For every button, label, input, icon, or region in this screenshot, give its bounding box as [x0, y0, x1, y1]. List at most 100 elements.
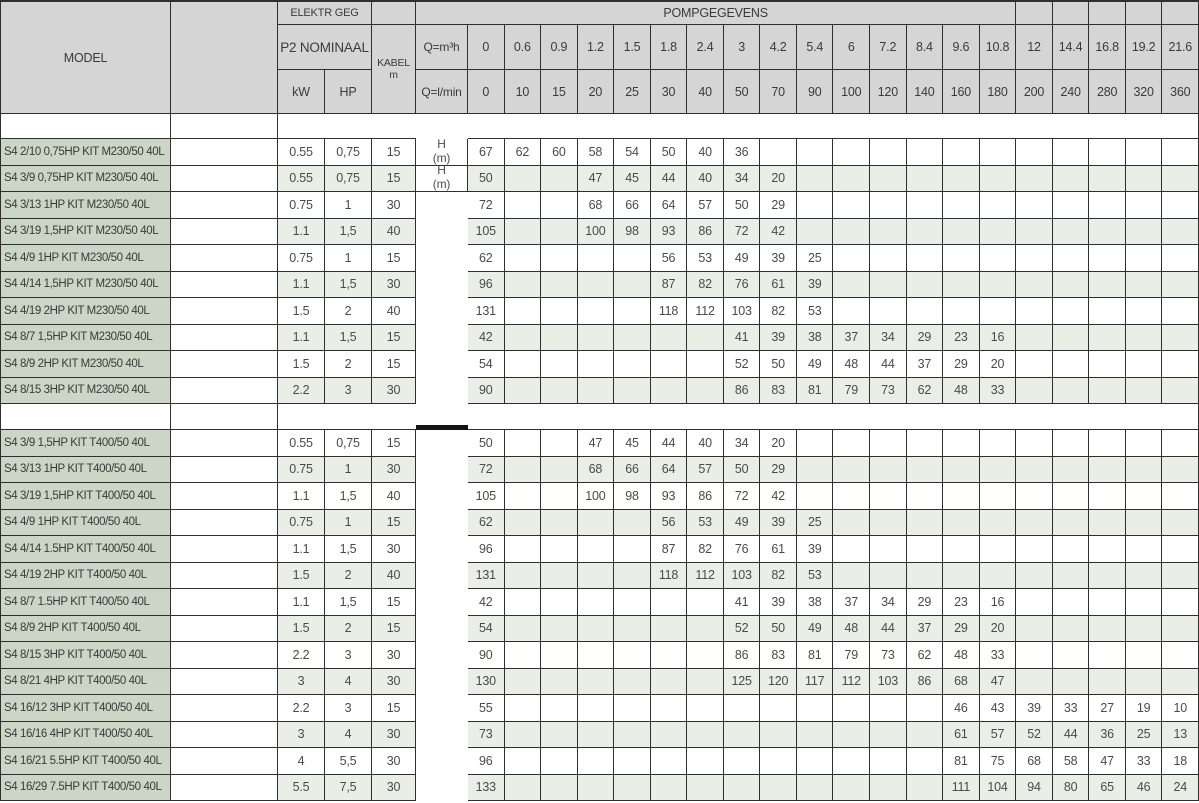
h-value-cell: [796, 721, 834, 748]
hp-value-cell: 1: [325, 192, 372, 219]
hp-value-cell: 3: [325, 695, 372, 722]
h-value-cell: [906, 298, 944, 325]
h-value-cell: 44: [870, 351, 907, 378]
h-value-cell: [577, 589, 615, 616]
h-value-cell: [504, 695, 542, 722]
h-value-cell: [1125, 245, 1163, 272]
h-value-cell: 103: [723, 298, 761, 325]
h-value-cell: [614, 668, 651, 695]
h-value-cell: 16: [979, 324, 1017, 351]
h-value-cell: 52: [1016, 721, 1053, 748]
h-value-cell: 79: [833, 642, 871, 669]
h-value-cell: [1162, 456, 1199, 483]
h-value-cell: [1125, 377, 1163, 404]
h-value-cell: [979, 536, 1017, 563]
q-lmin-value-cell: 180: [979, 70, 1017, 114]
h-value-cell: 39: [796, 271, 834, 298]
h-value-cell: [979, 456, 1017, 483]
h-value-cell: 29: [760, 192, 797, 219]
q-m3h-value-cell: 9.6: [943, 25, 980, 70]
h-value-cell: [577, 245, 615, 272]
gap-row-cell: [1, 114, 171, 139]
h-value-cell: [1016, 165, 1053, 192]
h-value-cell: 20: [979, 615, 1017, 642]
h-value-cell: [650, 668, 688, 695]
h-value-cell: 44: [650, 430, 688, 457]
h-value-cell: [1162, 271, 1199, 298]
h-value-cell: 47: [1089, 748, 1126, 775]
h-value-cell: [723, 748, 761, 775]
h-value-cell: 103: [870, 668, 907, 695]
q-m3h-value-cell: 0: [468, 25, 505, 70]
h-value-cell: [1125, 271, 1163, 298]
hp-value-cell: 1: [325, 245, 372, 272]
h-value-cell: [870, 483, 907, 510]
h-value-cell: 50: [760, 615, 797, 642]
h-value-cell: [833, 483, 871, 510]
model-cell: S4 4/14 1.5HP KIT T400/50 40L: [1, 536, 171, 563]
h-value-cell: 33: [1052, 695, 1090, 722]
h-value-cell: [577, 324, 615, 351]
model-cell: S4 4/9 1HP KIT M230/50 40L: [1, 245, 171, 272]
q-lmin-value-cell: 320: [1125, 70, 1163, 114]
h-value-cell: [504, 456, 542, 483]
h-value-cell: 90: [468, 377, 505, 404]
h-value-cell: 56: [650, 509, 688, 536]
h-value-cell: 131: [468, 562, 505, 589]
h-value-cell: 93: [650, 218, 688, 245]
h-value-cell: 66: [614, 192, 651, 219]
h-value-cell: [979, 298, 1017, 325]
kw-value-cell: 1.1: [278, 536, 325, 563]
h-value-cell: [833, 139, 871, 166]
h-value-cell: [906, 748, 944, 775]
h-value-cell: 25: [796, 245, 834, 272]
h-value-cell: [1052, 218, 1090, 245]
h-value-cell: 48: [943, 377, 980, 404]
h-value-cell: [979, 218, 1017, 245]
h-value-cell: [1016, 377, 1053, 404]
kw-value-cell: 0.55: [278, 165, 325, 192]
spacer-cell: [171, 589, 278, 616]
h-value-cell: [870, 165, 907, 192]
q-lmin-value-cell: 200: [1016, 70, 1053, 114]
h-value-cell: [1162, 483, 1199, 510]
spacer-cell: [171, 748, 278, 775]
h-value-cell: 53: [796, 298, 834, 325]
h-value-cell: [614, 695, 651, 722]
hp-value-cell: 1,5: [325, 324, 372, 351]
h-value-cell: [1125, 536, 1163, 563]
h-value-cell: [1052, 562, 1090, 589]
h-value-cell: 86: [687, 483, 724, 510]
h-value-cell: 68: [577, 192, 615, 219]
h-value-cell: [833, 562, 871, 589]
h-value-cell: [796, 456, 834, 483]
h-value-cell: 61: [760, 536, 797, 563]
h-value-cell: [614, 774, 651, 801]
model-cell: S4 8/7 1.5HP KIT T400/50 40L: [1, 589, 171, 616]
model-cell: S4 16/21 5.5HP KIT T400/50 40L: [1, 748, 171, 775]
kabel-value-cell: 30: [372, 721, 416, 748]
h-value-cell: [577, 695, 615, 722]
h-value-cell: [541, 218, 578, 245]
h-value-cell: 83: [760, 377, 797, 404]
q-lmin-value-cell: 25: [614, 70, 651, 114]
h-value-cell: [687, 668, 724, 695]
h-value-cell: 33: [1125, 748, 1163, 775]
h-value-cell: 81: [796, 377, 834, 404]
kabel-value-cell: 30: [372, 456, 416, 483]
h-value-cell: [1052, 668, 1090, 695]
h-value-cell: [614, 589, 651, 616]
h-value-cell: [1162, 192, 1199, 219]
h-value-cell: 76: [723, 271, 761, 298]
h-value-cell: [1089, 430, 1126, 457]
kabel-value-cell: 40: [372, 562, 416, 589]
h-value-cell: [541, 536, 578, 563]
kw-value-cell: 0.75: [278, 192, 325, 219]
kabel-value-cell: 15: [372, 695, 416, 722]
h-value-cell: [687, 774, 724, 801]
model-cell: S4 8/15 3HP KIT M230/50 40L: [1, 377, 171, 404]
h-unit-line1: H: [437, 165, 446, 178]
kw-value-cell: 1.1: [278, 483, 325, 510]
h-value-cell: 37: [906, 351, 944, 378]
h-unit-cell: H (m): [416, 165, 468, 192]
